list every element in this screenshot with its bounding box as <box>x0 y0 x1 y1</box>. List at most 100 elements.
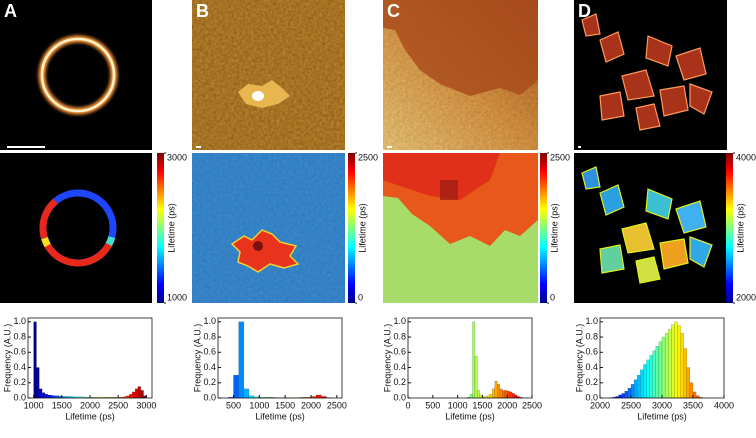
histogram-bar <box>668 329 672 399</box>
histogram-bar <box>621 393 625 399</box>
colorbar <box>726 153 733 303</box>
histogram-bar <box>512 393 515 399</box>
histogram-bar <box>472 321 476 399</box>
panel-d-images <box>574 0 727 303</box>
panel-letter: C <box>387 1 400 21</box>
histogram-bar <box>469 394 473 399</box>
y-axis-label: Frequency (A.U.) <box>192 324 202 393</box>
y-tick-label: 1.0 <box>203 316 216 326</box>
x-tick-label: 500 <box>226 400 241 410</box>
histogram-bar <box>652 350 656 399</box>
y-axis-label: Frequency (A.U.) <box>574 324 584 393</box>
plot-frame <box>27 317 153 399</box>
histogram-bar <box>316 394 322 399</box>
colorbar-label: Lifetime (ps) <box>735 203 745 253</box>
panel-c-images <box>383 0 538 303</box>
histogram-bar <box>683 348 687 399</box>
histogram-bar <box>477 390 481 399</box>
histogram-bar <box>137 386 141 399</box>
y-tick-label: 0.4 <box>13 362 26 372</box>
histogram-bar <box>624 390 629 399</box>
y-tick-label: 0.2 <box>13 377 26 387</box>
y-tick-label: 1.0 <box>13 316 26 326</box>
x-tick-label: 2000 <box>590 400 610 410</box>
colorbar-tick-label: 4000 <box>736 152 756 162</box>
histogram-bar <box>44 394 48 399</box>
histogram-panel: C 0 2500 Lifetime (ps) 0.0 0.2 0.4 0.6 0.8 1.0 0 50… <box>382 1 570 422</box>
colorbar-label: Lifetime (ps) <box>357 203 367 253</box>
histogram-bar <box>134 388 139 399</box>
x-tick-label: 2500 <box>522 400 542 410</box>
x-tick-label: 2000 <box>80 400 100 410</box>
histogram-bar <box>514 394 518 399</box>
histogram-bar <box>140 390 144 399</box>
colorbar <box>348 153 355 303</box>
y-tick-label: 0.0 <box>13 392 26 402</box>
colorbar-tick-label: 2000 <box>736 292 756 302</box>
histogram-bar <box>646 359 650 399</box>
histogram-bar <box>47 394 51 399</box>
y-tick-label: 0.8 <box>393 331 406 341</box>
histogram-bar <box>686 367 691 399</box>
panel-a-images <box>0 0 152 303</box>
y-tick-label: 0.6 <box>13 347 26 357</box>
x-tick-label: 3000 <box>652 400 672 410</box>
y-tick-label: 0.8 <box>203 331 216 341</box>
histogram-bar <box>633 379 638 399</box>
y-tick-label: 0.4 <box>393 362 406 372</box>
y-axis-label: Frequency (A.U.) <box>382 324 392 393</box>
histogram-bar <box>243 388 250 399</box>
y-tick-label: 0.0 <box>585 392 598 402</box>
y-tick-label: 0.6 <box>203 347 216 357</box>
x-axis-label: Lifetime (ps) <box>65 411 115 421</box>
histogram-bar <box>674 321 678 399</box>
histogram-bar <box>655 346 660 399</box>
colorbar <box>157 153 164 303</box>
histogram-bar <box>233 374 239 399</box>
colorbar <box>540 153 547 303</box>
histogram-bar <box>509 391 513 399</box>
histogram-bar <box>36 367 40 399</box>
plot-frame <box>407 317 533 399</box>
x-tick-label: 2500 <box>327 400 347 410</box>
x-tick-label: 3000 <box>136 400 156 410</box>
x-tick-label: 4000 <box>714 400 734 410</box>
x-tick-label: 1500 <box>275 400 295 410</box>
histogram-bar <box>664 333 669 399</box>
colorbar-tick-label: 2500 <box>550 152 570 162</box>
histogram-bar <box>618 394 622 399</box>
plot-frame <box>217 317 343 399</box>
histogram-panel: D 2000 4000 Lifetime (ps) 0.0 0.2 0.4 0.6 0.8 1.0… <box>574 1 756 422</box>
x-tick-label: 0 <box>405 400 410 410</box>
panel-letter: D <box>578 1 591 21</box>
x-tick-label: 3500 <box>683 400 703 410</box>
colorbar-tick-label: 2500 <box>358 152 378 162</box>
y-tick-label: 0.0 <box>203 392 216 402</box>
histogram-bar <box>499 388 503 399</box>
x-axis-label: Lifetime (ps) <box>255 411 305 421</box>
histogram-bar <box>474 355 478 399</box>
x-axis-label: Lifetime (ps) <box>637 411 687 421</box>
y-tick-label: 0.6 <box>585 347 598 357</box>
x-tick-label: 1000 <box>448 400 468 410</box>
y-tick-label: 0.8 <box>13 331 26 341</box>
x-tick-label: 2000 <box>497 400 517 410</box>
x-tick-label: 1500 <box>52 400 72 410</box>
histogram-panel: B 0 2500 Lifetime (ps) 0.0 0.2 0.4 0.6 0.8 1.0 500… <box>192 1 378 422</box>
histogram-panel: A 1000 3000 Lifetime (ps) 0.0 0.2 0.4 0.6 0.8 1.0… <box>2 1 187 422</box>
colorbar-label: Lifetime (ps) <box>549 203 559 253</box>
y-tick-label: 0.2 <box>585 377 598 387</box>
histogram-bar <box>637 374 641 399</box>
histogram-bar <box>238 321 244 399</box>
colorbar-tick-label: 0 <box>358 292 363 302</box>
histogram-bar <box>497 384 500 399</box>
histogram-bar <box>41 392 46 399</box>
y-tick-label: 0.4 <box>585 362 598 372</box>
y-tick-label: 0.4 <box>203 362 216 372</box>
histogram-bar <box>33 321 37 399</box>
colorbar-label: Lifetime (ps) <box>166 203 176 253</box>
histogram-bar <box>494 381 498 399</box>
histogram-bar <box>643 364 647 399</box>
